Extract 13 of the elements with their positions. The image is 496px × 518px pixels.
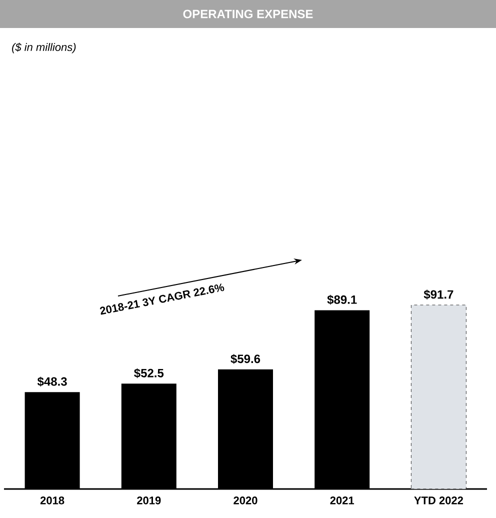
chart-subtitle: ($ in millions) (12, 42, 76, 54)
data-label: $48.3 (37, 376, 67, 387)
annotation: 2018-21 3Y CAGR 22.6% (100, 284, 224, 315)
data-label: $89.1 (327, 294, 357, 305)
chart-title: OPERATING EXPENSE (183, 10, 313, 18)
x-tick-label: 2018 (40, 496, 64, 504)
x-tick-label: 2019 (137, 496, 161, 504)
x-tick-label: 2021 (330, 496, 354, 504)
data-label: $52.5 (134, 368, 164, 378)
x-tick-label: YTD 2022 (414, 496, 464, 504)
x-tick-label: 2020 (234, 496, 258, 504)
data-label: $59.6 (230, 354, 260, 364)
data-label: $91.7 (424, 290, 454, 300)
